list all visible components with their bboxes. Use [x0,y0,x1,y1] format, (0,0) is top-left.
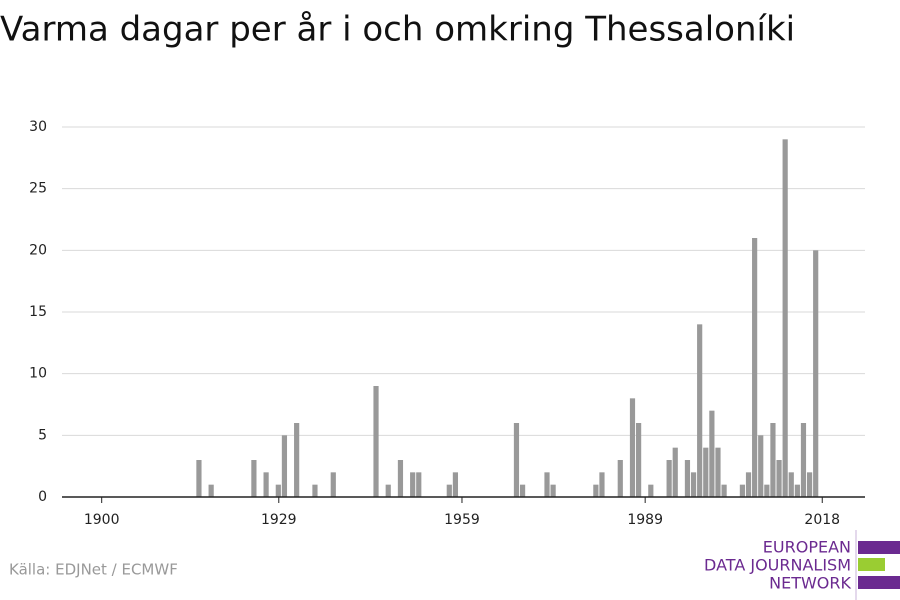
bar [251,460,257,497]
bar [373,386,379,497]
bar [452,472,459,497]
bar [752,238,758,497]
bar [550,484,556,497]
x-tick-label: 1959 [444,512,480,528]
y-tick-label: 10 [29,366,47,382]
logo-bar [858,576,900,589]
bar [617,460,623,497]
bar [794,484,800,497]
bar [666,460,672,497]
bar [690,472,697,497]
bar [294,423,300,497]
logo-text: EUROPEAN [763,538,851,557]
bar [410,472,416,497]
bar [672,447,678,497]
logo-text: DATA JOURNALISM [704,556,851,575]
logo-bar [858,541,900,554]
bar [599,472,605,497]
bar [196,460,202,497]
bar [513,423,520,497]
bar [697,324,703,497]
bar [813,250,819,497]
bar [758,435,764,497]
logo-bar [858,558,885,571]
bar [745,472,752,497]
bar [648,484,654,497]
bar [397,460,404,497]
x-tick-label: 1929 [261,512,297,528]
source: Källa: EDJNet / ECMWF [9,561,178,579]
bar [721,484,727,497]
bar [788,472,794,497]
bar [208,484,214,497]
bar [629,398,636,497]
bar [739,484,746,497]
bar [703,447,709,497]
bar [416,472,422,497]
bar [684,460,691,497]
y-tick-label: 25 [29,181,47,197]
bar [764,484,770,497]
bar [776,460,782,497]
y-tick-label: 0 [38,489,47,505]
x-tick-label: 2018 [804,512,840,528]
bar [330,472,336,497]
bar [709,410,715,497]
bar [782,139,788,498]
bar [263,472,269,497]
bar [281,435,288,497]
bar [385,484,391,497]
chart-title: Varma dagar per år i och omkring Thessal… [0,10,795,50]
y-tick-label: 15 [29,304,47,320]
x-tick-label: 1900 [84,512,120,528]
y-tick-label: 20 [29,242,47,258]
bar [800,423,807,497]
bar [593,484,599,497]
y-tick-label: 30 [29,119,47,135]
bar [636,423,642,497]
y-tick-label: 5 [38,427,47,443]
x-tick-label: 1989 [627,512,663,528]
bar [275,484,281,497]
logo-text: NETWORK [769,574,851,593]
bar [312,484,318,497]
bar [519,484,526,497]
bar [715,447,721,497]
bar [446,484,452,497]
bar [806,472,813,497]
bar [770,423,776,497]
bar [544,472,550,497]
